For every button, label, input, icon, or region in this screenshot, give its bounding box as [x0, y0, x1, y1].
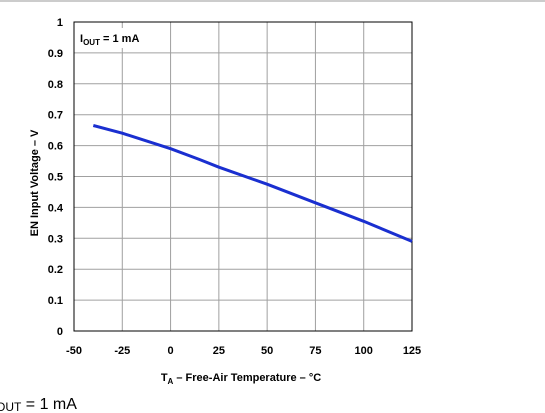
y-tick-label: 0.2 [48, 264, 63, 276]
y-tick-label: 0.1 [48, 295, 63, 307]
x-axis-title: TA – Free-Air Temperature – °C [161, 372, 321, 386]
y-tick-label: 0 [57, 326, 63, 338]
y-tick-label: 0.6 [48, 141, 63, 153]
series-line [92, 124, 413, 243]
x-tick-label: -25 [114, 345, 130, 357]
x-tick-label: 0 [168, 345, 174, 357]
x-tick-label: 100 [355, 345, 373, 357]
x-tick-label: 50 [261, 345, 273, 357]
x-tick-label: -50 [66, 345, 82, 357]
annotation-label: IOUT = 1 mA [80, 33, 139, 47]
y-tick-label: 0.7 [48, 110, 63, 122]
y-axis-title: EN Input Voltage – V [29, 129, 41, 236]
y-tick-label: 0.5 [48, 172, 63, 184]
x-tick-label: 75 [309, 345, 321, 357]
y-tick-label: 1 [57, 17, 63, 29]
series-layer [92, 124, 413, 243]
x-tick-labels: -50 -25 0 25 50 75 100 125 [66, 345, 421, 357]
grid [73, 21, 413, 332]
x-axis-title-subscript: A [168, 377, 174, 386]
bottom-caption: OUT = 1 mA [0, 396, 77, 413]
x-tick-label: 25 [213, 345, 225, 357]
annotation-subscript: OUT [83, 38, 100, 47]
y-tick-label: 0.8 [48, 79, 63, 91]
y-tick-labels: 0 0.1 0.2 0.3 0.4 0.5 0.6 0.7 0.8 0.9 1 [48, 17, 64, 338]
y-tick-label: 0.3 [48, 233, 63, 245]
x-tick-label: 125 [403, 345, 421, 357]
y-tick-label: 0.4 [48, 202, 64, 214]
plot-frame [73, 21, 413, 332]
annotation-box [76, 28, 156, 48]
y-tick-label: 0.9 [48, 48, 63, 60]
